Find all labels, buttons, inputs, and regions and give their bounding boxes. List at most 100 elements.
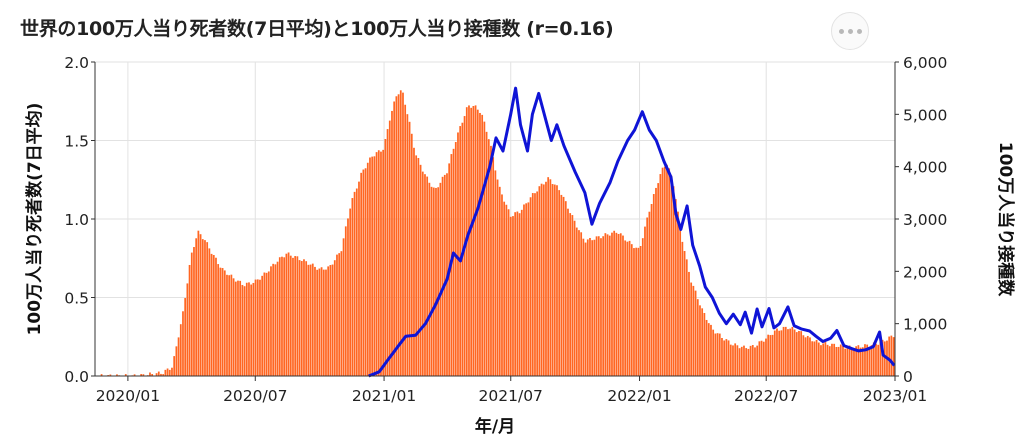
bar (817, 342, 820, 376)
bar (259, 279, 261, 376)
bar (523, 204, 525, 376)
bar (182, 311, 184, 376)
bar (252, 282, 255, 376)
bar (813, 341, 816, 376)
bar (778, 330, 781, 376)
bar (861, 347, 864, 376)
bar (798, 330, 800, 376)
bar (428, 182, 431, 376)
bar (226, 274, 228, 376)
more-dots-icon (847, 28, 853, 34)
bar (100, 374, 103, 376)
bar (800, 331, 803, 376)
bar (582, 238, 585, 376)
bar (188, 264, 191, 376)
bar (564, 201, 567, 376)
bar (639, 246, 642, 376)
bar (228, 275, 231, 376)
bar (292, 257, 294, 376)
bar (342, 238, 345, 376)
bar (679, 227, 682, 376)
bar (355, 188, 358, 376)
bar (690, 282, 693, 376)
bar (743, 345, 745, 376)
bar (881, 339, 884, 376)
bar (294, 256, 297, 376)
bar (439, 182, 442, 376)
bar (826, 344, 829, 376)
bar (300, 261, 303, 376)
bar (243, 286, 246, 376)
bar (325, 269, 327, 376)
x-tick-label: 2023/01 (863, 387, 927, 405)
bar (421, 171, 424, 376)
bar (628, 240, 631, 376)
bar (659, 174, 662, 376)
bar (756, 345, 759, 376)
bar (393, 101, 396, 377)
bar (287, 252, 290, 376)
bar (547, 177, 550, 376)
bar (490, 145, 492, 376)
bar (531, 193, 534, 376)
bar (758, 341, 761, 376)
bar (505, 204, 508, 376)
bar (525, 203, 528, 376)
bar (765, 338, 767, 376)
bar (655, 187, 657, 376)
x-tick-label: 2020/01 (96, 387, 160, 405)
bar (285, 253, 288, 376)
bar (256, 279, 259, 376)
bar (652, 194, 655, 376)
bar (771, 334, 774, 376)
bar (380, 151, 382, 376)
bar (721, 338, 723, 376)
bar (560, 194, 563, 376)
bar (839, 344, 842, 376)
bar (888, 336, 891, 376)
bar (155, 373, 158, 376)
y-right-tick-label: 6,000 (903, 54, 947, 72)
bar (890, 335, 893, 376)
bar (732, 345, 734, 376)
bar (239, 280, 242, 376)
bar (487, 139, 490, 376)
bar (663, 166, 666, 376)
bar (815, 339, 818, 376)
more-options-button[interactable] (831, 12, 869, 50)
bar (479, 112, 481, 376)
bar (217, 264, 220, 376)
bar (705, 319, 708, 376)
bar (619, 233, 622, 376)
bar (507, 209, 510, 376)
bar (166, 368, 169, 376)
bar (589, 237, 591, 376)
bar (470, 107, 473, 377)
bar (173, 356, 176, 376)
x-tick-label: 2021/01 (352, 387, 416, 405)
bar (875, 343, 877, 376)
bar (795, 332, 798, 376)
bar (232, 278, 235, 376)
bar (837, 346, 840, 376)
bar (331, 264, 334, 376)
bar (809, 337, 811, 376)
bar (569, 213, 572, 376)
bar (452, 148, 455, 376)
y-left-tick-label: 0.0 (64, 368, 89, 386)
bar (868, 346, 871, 376)
bar (736, 345, 739, 376)
bar (369, 157, 371, 376)
bar (274, 264, 277, 376)
bar (349, 208, 352, 376)
bar (870, 345, 873, 376)
bar (413, 147, 415, 376)
bar (276, 261, 279, 376)
bar (230, 274, 233, 376)
bar (281, 256, 283, 376)
bar (699, 305, 701, 376)
bar (307, 264, 310, 376)
bar (534, 193, 536, 376)
bar (672, 186, 675, 376)
bar (375, 152, 378, 376)
